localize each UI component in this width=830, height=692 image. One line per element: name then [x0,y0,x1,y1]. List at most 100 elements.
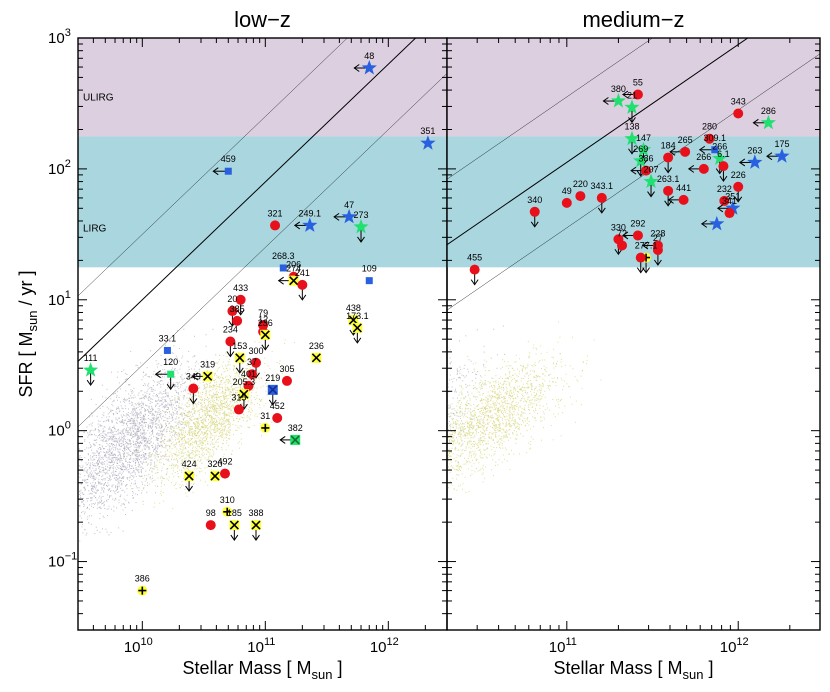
galaxy-dot [449,407,451,409]
galaxy-dot [220,409,222,411]
galaxy-dot [90,482,92,484]
galaxy-dot [218,438,220,440]
galaxy-dot [171,463,173,465]
galaxy-dot [475,362,477,364]
galaxy-dot [138,427,140,429]
galaxy-dot [101,462,103,464]
galaxy-dot [211,411,213,412]
galaxy-dot [196,463,198,465]
galaxy-dot [97,435,99,437]
galaxy-dot [128,408,129,410]
galaxy-dot [95,477,97,479]
galaxy-dot [131,435,133,436]
galaxy-dot [197,371,199,373]
galaxy-dot [481,388,483,390]
galaxy-dot [509,394,511,396]
galaxy-dot [216,377,218,379]
galaxy-dot [145,454,147,456]
galaxy-dot [181,444,183,446]
galaxy-dot [88,476,89,478]
galaxy-dot [112,471,114,473]
galaxy-dot [191,398,193,400]
galaxy-dot [159,502,161,504]
galaxy-dot [129,476,131,478]
galaxy-dot [182,423,184,425]
galaxy-dot [195,440,197,442]
galaxy-dot [102,396,104,398]
galaxy-dot [118,458,120,460]
galaxy-dot [117,454,119,456]
galaxy-dot [179,457,181,459]
galaxy-dot [98,434,100,436]
galaxy-dot [124,400,126,402]
galaxy-dot [252,358,254,360]
galaxy-dot [181,428,183,430]
galaxy-dot [185,372,187,374]
galaxy-dot [156,403,158,405]
x-axis-label-main: Stellar Mass [ M [182,658,311,678]
galaxy-dot [200,459,202,460]
galaxy-dot [229,380,231,382]
galaxy-dot [97,460,99,462]
galaxy-dot [224,412,226,413]
galaxy-dot [218,418,220,420]
galaxy-dot [108,469,110,471]
galaxy-dot [223,417,225,419]
galaxy-dot [450,415,452,417]
circle-marker [233,404,244,415]
galaxy-dot [81,460,82,462]
galaxy-dot [155,452,157,454]
galaxy-dot [207,484,209,486]
galaxy-dot [97,480,99,482]
galaxy-dot [135,449,137,451]
galaxy-dot [137,394,139,396]
galaxy-dot [481,437,483,439]
galaxy-dot [184,395,186,396]
galaxy-dot [157,435,159,436]
galaxy-dot [162,458,164,460]
galaxy-dot [117,459,119,461]
galaxy-dot [188,398,190,400]
galaxy-dot [127,442,129,444]
galaxy-dot [98,454,99,456]
galaxy-dot [228,398,230,399]
galaxy-dot [81,512,82,513]
galaxy-dot [91,449,93,451]
galaxy-dot [217,417,219,418]
galaxy-dot [162,491,164,493]
galaxy-dot [213,392,215,394]
galaxy-dot [109,453,111,455]
galaxy-dot [204,412,206,414]
galaxy-dot [248,411,250,413]
galaxy-dot [243,375,245,377]
galaxy-dot [203,447,205,449]
galaxy-dot [183,398,185,400]
galaxy-dot [126,434,128,436]
x-axis-label-sub: sun [312,667,333,682]
galaxy-dot [178,417,180,419]
galaxy-dot [169,465,171,467]
galaxy-dot [129,441,131,443]
galaxy-dot [126,413,127,415]
galaxy-dot [250,395,252,397]
galaxy-dot [164,438,165,440]
galaxy-dot [178,450,180,452]
galaxy-dot [143,402,145,404]
galaxy-dot [200,437,202,439]
galaxy-dot [154,448,156,450]
galaxy-dot [114,437,116,439]
galaxy-dot [247,379,249,381]
galaxy-dot [117,478,119,480]
galaxy-dot [222,403,224,404]
galaxy-dot [234,394,235,396]
galaxy-dot [222,396,224,398]
galaxy-dot [237,442,239,444]
galaxy-dot [191,416,192,418]
galaxy-dot [223,398,225,400]
galaxy-dot [195,452,196,454]
galaxy-dot [221,409,223,411]
galaxy-dot [133,415,135,417]
galaxy-dot [121,462,123,464]
galaxy-dot [199,412,201,414]
